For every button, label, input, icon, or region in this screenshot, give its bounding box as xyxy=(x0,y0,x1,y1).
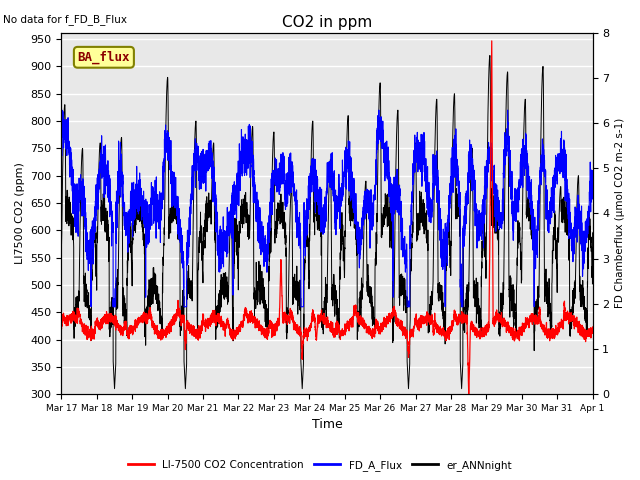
X-axis label: Time: Time xyxy=(312,419,342,432)
Y-axis label: FD Chamberflux (μmol CO2 m-2 s-1): FD Chamberflux (μmol CO2 m-2 s-1) xyxy=(615,118,625,309)
Text: No data for f_FD_B_Flux: No data for f_FD_B_Flux xyxy=(3,14,127,25)
Y-axis label: LI7500 CO2 (ppm): LI7500 CO2 (ppm) xyxy=(15,162,25,264)
Legend: LI-7500 CO2 Concentration, FD_A_Flux, er_ANNnight: LI-7500 CO2 Concentration, FD_A_Flux, er… xyxy=(124,456,516,475)
Text: BA_flux: BA_flux xyxy=(77,50,130,64)
Title: CO2 in ppm: CO2 in ppm xyxy=(282,15,372,30)
